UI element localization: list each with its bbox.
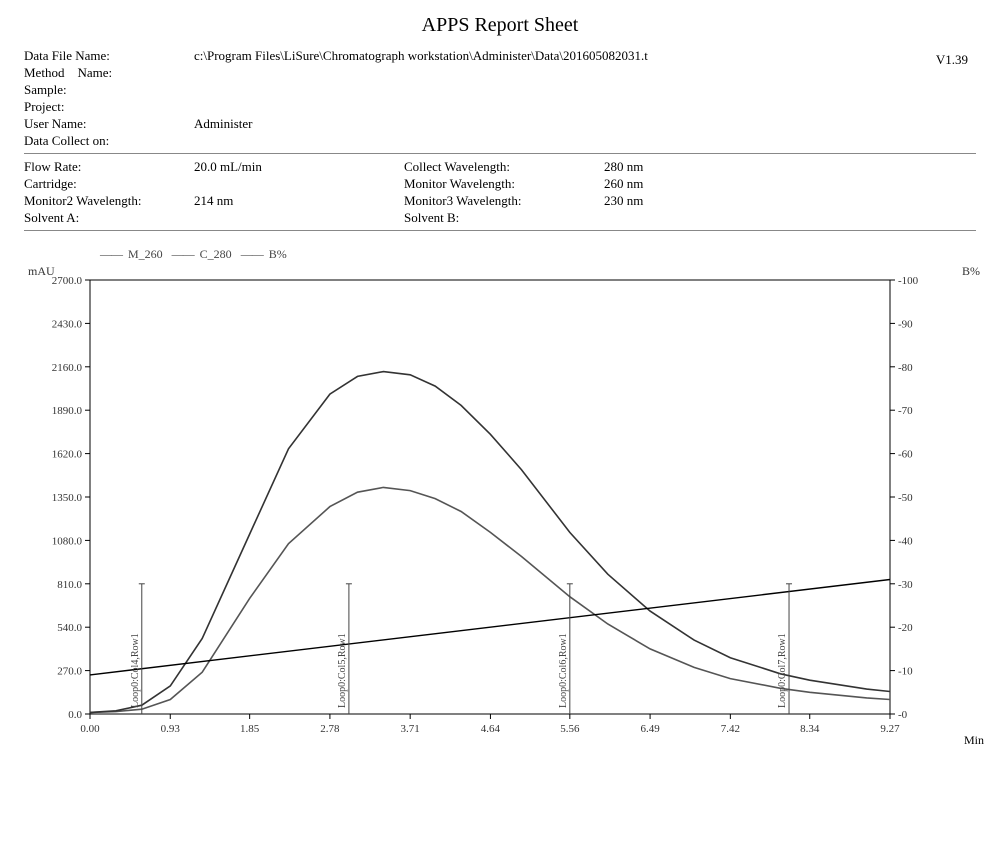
label-collect-on: Data Collect on: — [24, 132, 194, 149]
svg-text:-40: -40 — [898, 535, 913, 547]
divider — [24, 230, 976, 231]
label-monitor-wl: Monitor Wavelength: — [404, 175, 604, 192]
svg-text:3.71: 3.71 — [401, 723, 420, 735]
svg-text:Loop0:Col4,Row1: Loop0:Col4,Row1 — [130, 633, 141, 708]
svg-text:2430.0: 2430.0 — [52, 318, 83, 330]
svg-text:-100: -100 — [898, 275, 919, 287]
divider — [24, 153, 976, 154]
value-monitor3-wl: 230 nm — [604, 192, 643, 209]
legend-dash: —— — [172, 247, 194, 261]
svg-text:1620.0: 1620.0 — [52, 449, 83, 461]
svg-text:-60: -60 — [898, 449, 913, 461]
label-solvent-a: Solvent A: — [24, 209, 194, 226]
legend-bpct: B% — [269, 247, 287, 261]
svg-text:2160.0: 2160.0 — [52, 362, 83, 374]
svg-text:1.85: 1.85 — [240, 723, 260, 735]
svg-text:2.78: 2.78 — [320, 723, 340, 735]
value-user: Administer — [194, 115, 253, 132]
svg-text:810.0: 810.0 — [57, 579, 82, 591]
version-label: V1.39 — [936, 52, 968, 68]
svg-text:5.56: 5.56 — [560, 723, 580, 735]
chart-legend: —— M_260 —— C_280 —— B% — [0, 247, 1000, 262]
header-block: Data File Name:c:\Program Files\LiSure\C… — [0, 37, 1000, 241]
svg-text:540.0: 540.0 — [57, 622, 82, 634]
label-solvent-b: Solvent B: — [404, 209, 604, 226]
label-data-file: Data File Name: — [24, 47, 194, 64]
svg-text:-20: -20 — [898, 622, 913, 634]
legend-dash: —— — [241, 247, 263, 261]
svg-text:-70: -70 — [898, 405, 913, 417]
svg-text:-90: -90 — [898, 318, 913, 330]
svg-text:0.93: 0.93 — [161, 723, 181, 735]
svg-text:Loop0:Col5,Row1: Loop0:Col5,Row1 — [337, 633, 348, 708]
value-monitor2-wl: 214 nm — [194, 192, 233, 209]
svg-text:1350.0: 1350.0 — [52, 492, 83, 504]
svg-text:Loop0:Col7,Row1: Loop0:Col7,Row1 — [777, 633, 788, 708]
svg-text:Loop0:Col6,Row1: Loop0:Col6,Row1 — [558, 633, 569, 708]
legend-m260: M_260 — [128, 247, 163, 261]
y-axis-right-label: B% — [962, 264, 980, 279]
svg-text:0.00: 0.00 — [80, 723, 100, 735]
chromatogram-chart: 0.0 270.0 540.0 810.0 1080.0 1350.0 1620.0 1890… — [20, 264, 940, 754]
svg-text:-50: -50 — [898, 492, 913, 504]
svg-text:-0: -0 — [898, 709, 908, 721]
svg-text:6.49: 6.49 — [640, 723, 660, 735]
svg-text:-30: -30 — [898, 579, 913, 591]
svg-text:4.64: 4.64 — [481, 723, 501, 735]
label-project: Project: — [24, 98, 194, 115]
label-method: Method Name: — [24, 64, 194, 81]
value-data-file: c:\Program Files\LiSure\Chromatograph wo… — [194, 47, 648, 64]
label-collect-wl: Collect Wavelength: — [404, 158, 604, 175]
label-monitor2-wl: Monitor2 Wavelength: — [24, 192, 194, 209]
y-axis-left-label: mAU — [28, 264, 55, 279]
value-monitor-wl: 260 nm — [604, 175, 643, 192]
svg-text:8.34: 8.34 — [800, 723, 820, 735]
label-flow-rate: Flow Rate: — [24, 158, 194, 175]
value-flow-rate: 20.0 mL/min — [194, 158, 262, 175]
svg-text:7.42: 7.42 — [721, 723, 740, 735]
legend-c280: C_280 — [200, 247, 232, 261]
svg-text:-80: -80 — [898, 362, 913, 374]
label-sample: Sample: — [24, 81, 194, 98]
label-cartridge: Cartridge: — [24, 175, 194, 192]
svg-text:1080.0: 1080.0 — [52, 535, 83, 547]
svg-text:0.0: 0.0 — [68, 709, 82, 721]
svg-text:1890.0: 1890.0 — [52, 405, 83, 417]
svg-text:270.0: 270.0 — [57, 666, 82, 678]
value-collect-wl: 280 nm — [604, 158, 643, 175]
svg-text:9.27: 9.27 — [880, 723, 900, 735]
chart-container: mAU B% 0.0 270.0 540.0 810.0 1080.0 1350.0 162… — [20, 264, 980, 754]
label-monitor3-wl: Monitor3 Wavelength: — [404, 192, 604, 209]
page-title: APPS Report Sheet — [0, 0, 1000, 37]
svg-text:2700.0: 2700.0 — [52, 275, 83, 287]
x-axis-label: Min — [964, 733, 984, 748]
label-user: User Name: — [24, 115, 194, 132]
svg-text:-10: -10 — [898, 666, 913, 678]
legend-dash: —— — [100, 247, 122, 261]
